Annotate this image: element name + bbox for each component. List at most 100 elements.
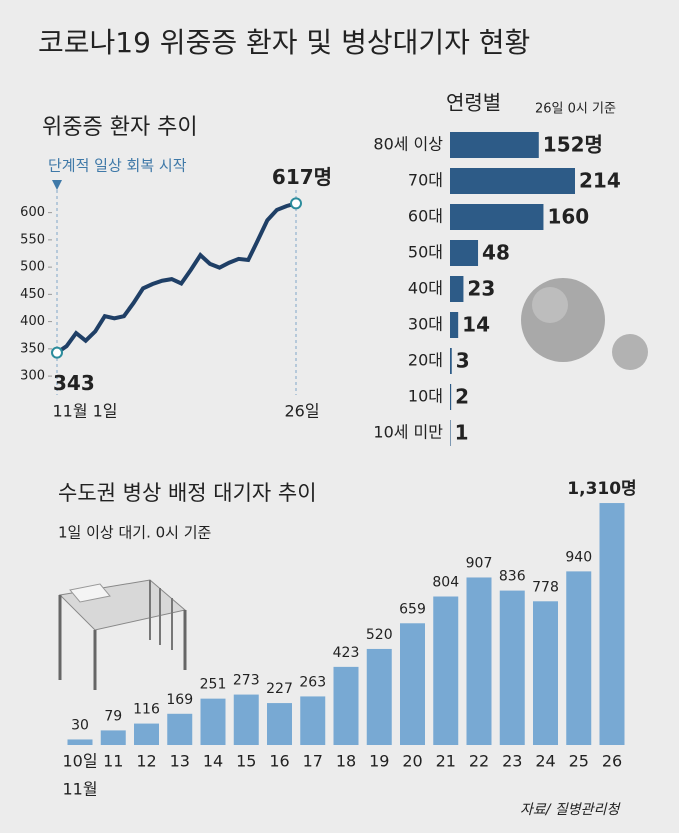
y-tick-label: 400 bbox=[20, 314, 45, 329]
x-tick-label: 15 bbox=[236, 752, 256, 771]
bar bbox=[366, 648, 392, 745]
x-tick-label: 10일 bbox=[62, 752, 97, 771]
bar bbox=[566, 571, 592, 745]
value-label: 23 bbox=[467, 277, 495, 301]
annotation: 단계적 일상 회복 시작 bbox=[48, 157, 187, 175]
value-label: 14 bbox=[462, 313, 490, 337]
value-label: 227 bbox=[266, 681, 293, 697]
bar bbox=[450, 384, 452, 410]
x-tick-label: 11 bbox=[103, 752, 123, 771]
y-tick-label: 20대 bbox=[408, 351, 443, 370]
chart-title: 연령별 bbox=[446, 91, 501, 115]
marker-triangle bbox=[52, 180, 62, 190]
value-label: 214 bbox=[579, 169, 621, 193]
x-tick-label: 11월 1일 bbox=[52, 402, 117, 421]
y-tick-label: 70대 bbox=[408, 171, 443, 190]
bar bbox=[450, 204, 544, 230]
value-label: 160 bbox=[547, 205, 589, 229]
value-label: 48 bbox=[482, 241, 510, 265]
value-label: 263 bbox=[299, 674, 326, 690]
y-tick-label: 350 bbox=[20, 341, 45, 356]
bar bbox=[267, 703, 292, 745]
subtitle: 26일 0시 기준 bbox=[535, 102, 616, 117]
value-label: 2 bbox=[455, 385, 469, 409]
bar bbox=[450, 348, 452, 374]
value-label: 343 bbox=[53, 371, 95, 395]
y-tick-label: 60대 bbox=[408, 207, 443, 226]
bed-illustration bbox=[58, 579, 187, 690]
value-label: 520 bbox=[366, 627, 393, 643]
x-tick-label: 12 bbox=[136, 752, 156, 771]
value-label: 804 bbox=[432, 575, 459, 591]
x-tick-label: 22 bbox=[469, 752, 489, 771]
y-tick-label: 30대 bbox=[408, 315, 443, 334]
value-label: 3 bbox=[456, 349, 470, 373]
value-label: 659 bbox=[399, 601, 426, 617]
bar bbox=[450, 420, 451, 446]
value-label: 1 bbox=[455, 421, 469, 445]
value-label: 273 bbox=[233, 673, 260, 689]
value-label: 79 bbox=[104, 708, 122, 724]
value-label: 940 bbox=[565, 549, 592, 565]
bar bbox=[450, 276, 464, 302]
value-label: 152명 bbox=[543, 133, 603, 157]
y-tick-label: 50대 bbox=[408, 243, 443, 262]
virus-illustration bbox=[521, 278, 648, 370]
y-tick-label: 450 bbox=[20, 287, 45, 302]
bar bbox=[450, 132, 539, 158]
x-tick-label: 26 bbox=[602, 752, 622, 771]
end-point bbox=[51, 346, 63, 359]
bar bbox=[233, 694, 259, 745]
y-tick-label: 40대 bbox=[408, 279, 443, 298]
page-title: 코로나19 위중증 환자 및 병상대기자 현황 bbox=[38, 26, 530, 59]
y-tick-label: 10대 bbox=[408, 387, 443, 406]
line bbox=[55, 201, 297, 355]
x-tick-label: 21 bbox=[436, 752, 456, 771]
chart-title: 수도권 병상 배정 대기자 추이 bbox=[58, 481, 317, 505]
source: 자료/ 질병관리청 bbox=[520, 802, 621, 818]
y-tick-label: 80세 이상 bbox=[373, 135, 443, 154]
bar bbox=[134, 723, 159, 745]
bar bbox=[499, 590, 525, 745]
value-label: 169 bbox=[166, 692, 193, 708]
bar bbox=[200, 698, 226, 745]
x-tick-label: 23 bbox=[502, 752, 522, 771]
chart-title: 위중증 환자 추이 bbox=[42, 115, 198, 140]
value-label: 116 bbox=[133, 702, 160, 718]
y-tick-label: 300 bbox=[20, 369, 45, 384]
bar bbox=[466, 577, 492, 745]
y-tick-label: 600 bbox=[20, 205, 45, 220]
month-label: 11월 bbox=[62, 780, 97, 799]
value-label: 30 bbox=[71, 717, 89, 733]
x-tick-label: 20 bbox=[402, 752, 422, 771]
x-tick-label: 25 bbox=[569, 752, 589, 771]
value-label: 617명 bbox=[272, 165, 332, 189]
bar bbox=[300, 696, 326, 745]
bar bbox=[599, 503, 625, 745]
x-tick-label: 17 bbox=[303, 752, 323, 771]
value-label: 778 bbox=[532, 579, 559, 595]
bar bbox=[100, 730, 126, 745]
x-tick-label: 16 bbox=[269, 752, 289, 771]
subtitle: 1일 이상 대기. 0시 기준 bbox=[58, 524, 212, 542]
bar bbox=[167, 713, 193, 745]
value-label: 836 bbox=[499, 569, 526, 585]
value-label: 423 bbox=[333, 645, 360, 661]
x-tick-label: 13 bbox=[170, 752, 190, 771]
bar bbox=[433, 596, 459, 745]
y-tick-label: 500 bbox=[20, 260, 45, 275]
y-tick-label: 550 bbox=[20, 232, 45, 247]
x-tick-label: 19 bbox=[369, 752, 389, 771]
end-point bbox=[290, 197, 302, 210]
bar bbox=[450, 168, 575, 194]
value-label: 907 bbox=[466, 555, 493, 571]
x-tick-label: 18 bbox=[336, 752, 356, 771]
value-label: 251 bbox=[200, 677, 227, 693]
bar bbox=[450, 312, 459, 338]
value-label: 1,310명 bbox=[567, 479, 636, 499]
x-tick-label: 24 bbox=[535, 752, 555, 771]
bar bbox=[333, 666, 359, 745]
y-tick-label: 10세 미만 bbox=[373, 423, 443, 442]
bar bbox=[533, 601, 558, 745]
